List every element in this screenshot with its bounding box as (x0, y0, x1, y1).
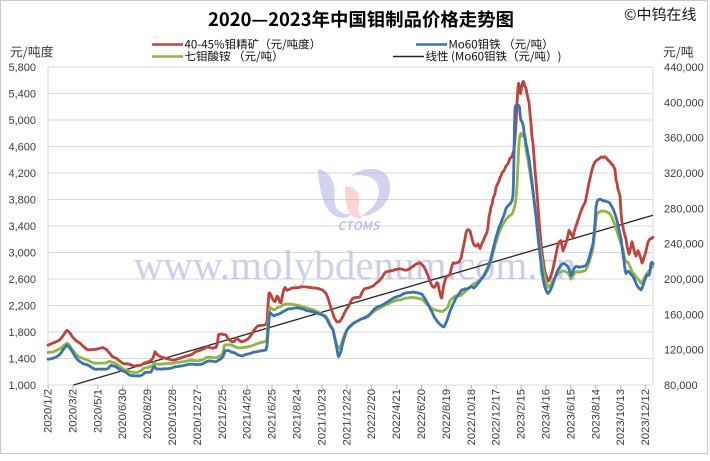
svg-text:2022/10/18: 2022/10/18 (466, 389, 478, 446)
svg-text:80,000: 80,000 (664, 380, 698, 392)
svg-text:2023/6/15: 2023/6/15 (565, 389, 577, 439)
svg-text:2020/12/27: 2020/12/27 (192, 389, 204, 446)
svg-text:400,000: 400,000 (664, 97, 704, 109)
svg-text:1,800: 1,800 (8, 327, 36, 339)
svg-text:360,000: 360,000 (664, 133, 704, 145)
svg-text:3,400: 3,400 (8, 221, 36, 233)
svg-text:2023/4/16: 2023/4/16 (541, 389, 553, 439)
svg-text:2020/3/2: 2020/3/2 (67, 389, 79, 433)
svg-text:2021/4/26: 2021/4/26 (242, 389, 254, 439)
svg-text:320,000: 320,000 (664, 168, 704, 180)
svg-text:2021/6/25: 2021/6/25 (267, 389, 279, 439)
svg-text:280,000: 280,000 (664, 203, 704, 215)
svg-text:2023/8/14: 2023/8/14 (590, 389, 602, 439)
svg-text:2022/6/20: 2022/6/20 (416, 389, 428, 439)
svg-text:2022/4/21: 2022/4/21 (391, 389, 403, 439)
svg-text:2023/2/15: 2023/2/15 (516, 389, 528, 439)
svg-text:160,000: 160,000 (664, 309, 704, 321)
svg-text:2,200: 2,200 (8, 301, 36, 313)
svg-text:120,000: 120,000 (664, 345, 704, 357)
svg-text:2022/8/19: 2022/8/19 (441, 389, 453, 439)
svg-text:2021/12/22: 2021/12/22 (341, 389, 353, 446)
svg-text:1,000: 1,000 (8, 380, 36, 392)
svg-text:www.molybdenum.com.cn: www.molybdenum.com.cn (134, 242, 577, 288)
svg-text:2023/12/12: 2023/12/12 (640, 389, 652, 446)
svg-text:4,600: 4,600 (8, 142, 36, 154)
svg-text:2021/10/23: 2021/10/23 (316, 389, 328, 446)
svg-text:440,000: 440,000 (664, 62, 704, 74)
svg-text:5,000: 5,000 (8, 115, 36, 127)
svg-text:2021/2/25: 2021/2/25 (217, 389, 229, 439)
svg-text:3,800: 3,800 (8, 195, 36, 207)
svg-text:4,200: 4,200 (8, 168, 36, 180)
svg-text:240,000: 240,000 (664, 239, 704, 251)
svg-text:2020/6/30: 2020/6/30 (117, 389, 129, 439)
svg-text:200,000: 200,000 (664, 274, 704, 286)
svg-text:5,800: 5,800 (8, 62, 36, 74)
svg-text:2022/12/17: 2022/12/17 (491, 389, 503, 446)
svg-text:2020/8/29: 2020/8/29 (142, 389, 154, 439)
svg-text:2020/10/28: 2020/10/28 (167, 389, 179, 446)
svg-text:2,600: 2,600 (8, 274, 36, 286)
svg-text:2021/8/24: 2021/8/24 (292, 389, 304, 439)
svg-text:1,400: 1,400 (8, 354, 36, 366)
svg-text:3,000: 3,000 (8, 248, 36, 260)
svg-text:2020/5/1: 2020/5/1 (92, 389, 104, 433)
svg-text:5,400: 5,400 (8, 89, 36, 101)
svg-text:2020/1/2: 2020/1/2 (43, 389, 55, 433)
svg-text:2023/10/13: 2023/10/13 (615, 389, 627, 446)
svg-text:2022/2/20: 2022/2/20 (366, 389, 378, 439)
